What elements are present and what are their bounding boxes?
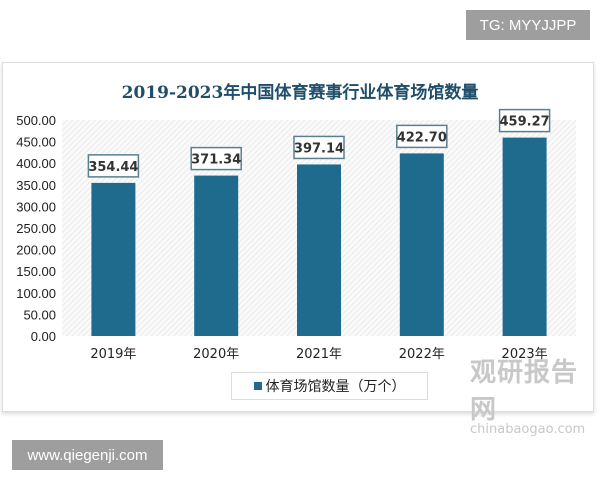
watermark-name: 观研报告网 (470, 358, 579, 425)
data-label-box (396, 124, 448, 149)
tg-badge: TG: MYYJJPP (466, 10, 590, 40)
data-label: 397.14 (294, 141, 344, 156)
y-tick-label: 300.00 (16, 199, 56, 214)
data-label-box (293, 135, 345, 160)
data-label-box (190, 146, 242, 171)
x-tick-label: 2020年 (193, 347, 239, 362)
legend-label: 体育场馆数量（万个） (265, 379, 406, 395)
watermark: 观研报告网 chinabaogao.com (470, 352, 600, 437)
site-badge: www.qiegenji.com (12, 440, 163, 470)
y-tick-label: 500.00 (16, 113, 56, 128)
x-tick-label: 2023年 (502, 347, 548, 362)
y-tick-label: 450.00 (16, 135, 56, 150)
watermark-url: chinabaogao.com (470, 422, 586, 437)
x-tick-label: 2019年 (90, 347, 136, 362)
data-label-box (498, 108, 551, 133)
data-label: 354.44 (88, 160, 138, 175)
legend: 体育场馆数量（万个） (231, 372, 428, 400)
y-tick-label: 250.00 (16, 221, 56, 236)
data-label: 371.34 (191, 153, 241, 168)
data-label-box (87, 154, 140, 178)
y-tick-label: 150.00 (16, 264, 56, 279)
bar (502, 137, 547, 336)
x-tick-label: 2021年 (296, 347, 342, 362)
data-label: 422.70 (397, 130, 447, 145)
y-tick-label: 0.00 (31, 329, 56, 344)
y-tick-label: 100.00 (16, 286, 56, 301)
y-tick-label: 200.00 (16, 243, 56, 258)
bar (399, 153, 444, 336)
bar (91, 182, 136, 336)
x-tick-label: 2022年 (399, 347, 445, 362)
data-label: 459.27 (500, 115, 550, 130)
y-tick-label: 350.00 (16, 178, 56, 193)
legend-swatch (253, 382, 262, 390)
y-tick-label: 400.00 (16, 156, 56, 171)
bar (297, 164, 341, 336)
bar (194, 175, 239, 336)
y-tick-label: 50.00 (23, 307, 56, 322)
chart-title: 2019-2023年中国体育赛事行业体育场馆数量 (121, 83, 479, 103)
